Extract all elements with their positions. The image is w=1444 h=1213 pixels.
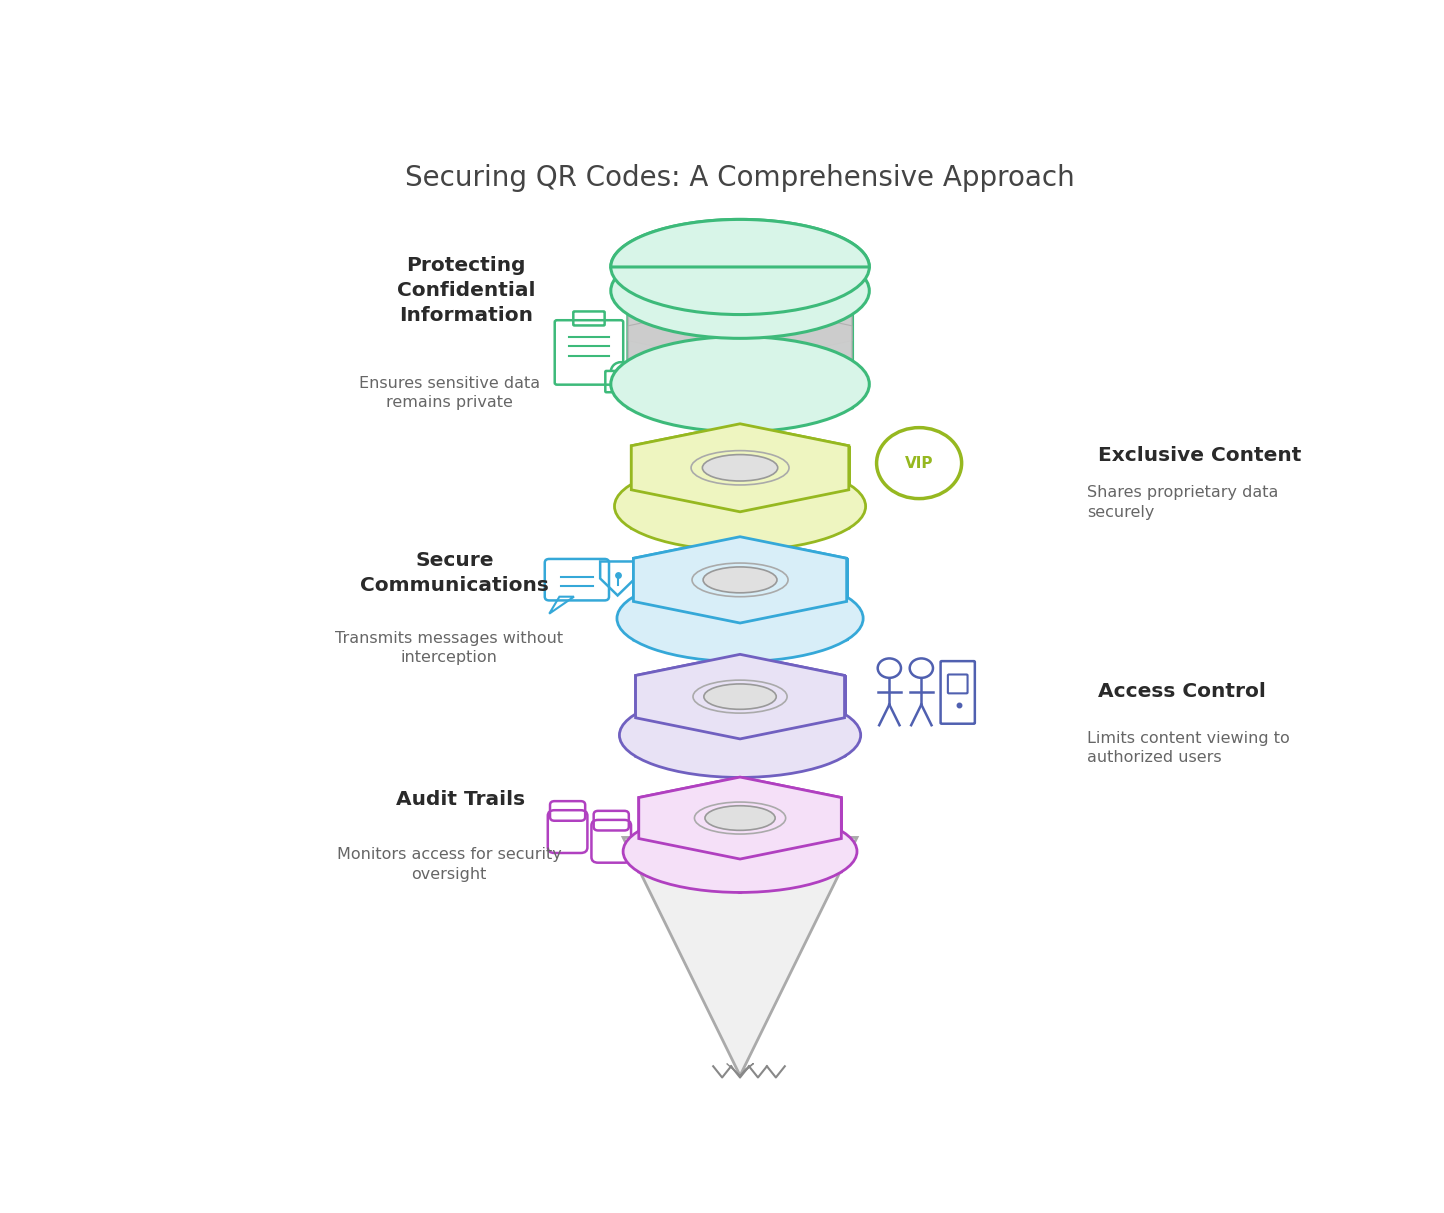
Ellipse shape	[624, 810, 856, 893]
Ellipse shape	[695, 802, 786, 835]
Polygon shape	[628, 302, 852, 397]
Ellipse shape	[615, 462, 865, 551]
Ellipse shape	[617, 575, 864, 661]
Polygon shape	[638, 778, 842, 859]
Polygon shape	[624, 837, 856, 1076]
Ellipse shape	[611, 243, 869, 338]
Text: Access Control: Access Control	[1099, 682, 1266, 701]
Text: Monitors access for security
oversight: Monitors access for security oversight	[336, 848, 562, 882]
Polygon shape	[741, 243, 852, 360]
Ellipse shape	[692, 563, 788, 597]
Polygon shape	[741, 423, 849, 484]
Text: Secure
Communications: Secure Communications	[360, 552, 549, 596]
Polygon shape	[634, 536, 846, 623]
Polygon shape	[628, 269, 852, 364]
Polygon shape	[628, 243, 741, 360]
Polygon shape	[631, 423, 849, 512]
Polygon shape	[635, 718, 741, 778]
Polygon shape	[741, 536, 846, 597]
Polygon shape	[634, 536, 741, 597]
Polygon shape	[638, 838, 741, 893]
Text: Securing QR Codes: A Comprehensive Approach: Securing QR Codes: A Comprehensive Appro…	[406, 164, 1074, 192]
Ellipse shape	[703, 684, 777, 710]
Text: Audit Trails: Audit Trails	[396, 790, 524, 809]
Polygon shape	[741, 314, 852, 432]
Text: Transmits messages without
interception: Transmits messages without interception	[335, 631, 563, 666]
Text: Shares proprietary data
securely: Shares proprietary data securely	[1087, 485, 1278, 519]
Ellipse shape	[611, 220, 869, 314]
Polygon shape	[635, 654, 845, 739]
Ellipse shape	[693, 680, 787, 713]
Text: Protecting
Confidential
Information: Protecting Confidential Information	[397, 256, 536, 325]
Ellipse shape	[703, 566, 777, 593]
Polygon shape	[634, 602, 741, 661]
Text: VIP: VIP	[905, 456, 933, 471]
Text: Limits content viewing to
authorized users: Limits content viewing to authorized use…	[1087, 730, 1289, 765]
Text: Ensures sensitive data
remains private: Ensures sensitive data remains private	[358, 376, 540, 410]
Polygon shape	[611, 220, 869, 267]
Polygon shape	[741, 718, 845, 778]
Ellipse shape	[692, 450, 788, 485]
Polygon shape	[638, 778, 741, 831]
Text: Exclusive Content: Exclusive Content	[1099, 446, 1301, 465]
Polygon shape	[628, 287, 852, 383]
Ellipse shape	[702, 455, 778, 482]
Ellipse shape	[611, 336, 869, 432]
Polygon shape	[631, 423, 741, 484]
Polygon shape	[726, 1064, 754, 1076]
Ellipse shape	[705, 805, 775, 831]
Polygon shape	[741, 490, 849, 551]
Polygon shape	[741, 838, 842, 893]
Polygon shape	[741, 602, 846, 661]
Ellipse shape	[619, 693, 861, 778]
Polygon shape	[741, 778, 842, 831]
Polygon shape	[628, 314, 741, 432]
Polygon shape	[631, 490, 741, 551]
Polygon shape	[635, 654, 741, 714]
Polygon shape	[741, 654, 845, 714]
